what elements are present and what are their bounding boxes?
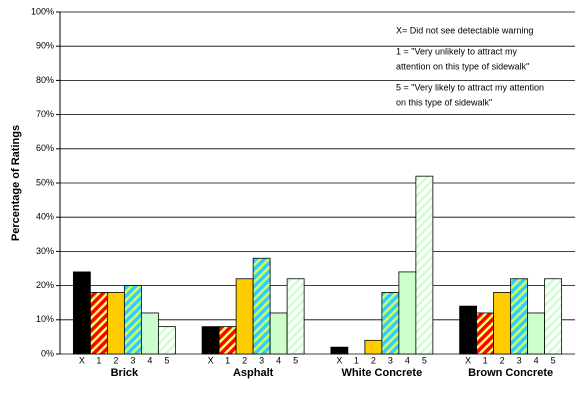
bar bbox=[269, 312, 288, 355]
bar bbox=[476, 312, 495, 355]
bar bbox=[72, 271, 91, 355]
annotation: attention on this type of sidewalk" bbox=[396, 61, 529, 71]
series-label: 1 bbox=[354, 355, 359, 365]
bar bbox=[106, 292, 125, 355]
bar bbox=[330, 346, 349, 355]
series-label: X bbox=[79, 355, 85, 365]
y-tick-label: 0% bbox=[41, 348, 54, 358]
y-tick-label: 70% bbox=[36, 109, 54, 119]
bar bbox=[235, 278, 254, 355]
series-label: 5 bbox=[293, 355, 298, 365]
bar bbox=[218, 326, 237, 355]
bar bbox=[510, 278, 529, 355]
series-label: 2 bbox=[371, 355, 376, 365]
x-tick-label: Brown Concrete bbox=[468, 367, 553, 379]
series-label: 4 bbox=[147, 355, 152, 365]
series-label: X bbox=[336, 355, 342, 365]
y-tick-label: 30% bbox=[36, 246, 54, 256]
annotation: 1 = "Very unlikely to attract my bbox=[396, 46, 517, 56]
series-label: 1 bbox=[225, 355, 230, 365]
bar bbox=[364, 339, 383, 355]
y-tick-label: 80% bbox=[36, 75, 54, 85]
bar bbox=[493, 292, 512, 355]
series-label: 5 bbox=[422, 355, 427, 365]
series-label: X bbox=[465, 355, 471, 365]
x-tick-label: Asphalt bbox=[233, 367, 274, 379]
series-label: 3 bbox=[388, 355, 393, 365]
bar bbox=[252, 257, 271, 355]
x-tick-label: Brick bbox=[111, 367, 139, 379]
y-tick-label: 20% bbox=[36, 280, 54, 290]
annotation: X= Did not see detectable warning bbox=[396, 25, 533, 35]
bar bbox=[157, 326, 176, 355]
series-label: 5 bbox=[551, 355, 556, 365]
bar bbox=[286, 278, 305, 355]
y-tick-label: 100% bbox=[31, 6, 54, 16]
series-label: 4 bbox=[405, 355, 410, 365]
series-label: 3 bbox=[130, 355, 135, 365]
bar bbox=[415, 175, 434, 355]
y-tick-label: 90% bbox=[36, 41, 54, 51]
bar bbox=[381, 292, 400, 355]
y-tick-label: 60% bbox=[36, 143, 54, 153]
series-label: 2 bbox=[113, 355, 118, 365]
series-label: 3 bbox=[517, 355, 522, 365]
series-label: 5 bbox=[164, 355, 169, 365]
y-axis-label: Percentage of Ratings bbox=[10, 125, 22, 241]
bar bbox=[201, 326, 220, 355]
bar bbox=[123, 285, 142, 355]
series-label: 4 bbox=[534, 355, 539, 365]
series-label: 2 bbox=[242, 355, 247, 365]
bar bbox=[89, 292, 108, 355]
series-label: X bbox=[208, 355, 214, 365]
series-label: 2 bbox=[500, 355, 505, 365]
y-tick-label: 40% bbox=[36, 212, 54, 222]
y-tick-label: 50% bbox=[36, 177, 54, 187]
bar bbox=[140, 312, 159, 355]
series-label: 1 bbox=[483, 355, 488, 365]
bar bbox=[527, 312, 546, 355]
bar bbox=[459, 305, 478, 355]
bar bbox=[544, 278, 563, 355]
series-label: 4 bbox=[276, 355, 281, 365]
series-label: 1 bbox=[96, 355, 101, 365]
series-label: 3 bbox=[259, 355, 264, 365]
annotation: on this type of sidewalk" bbox=[396, 97, 492, 107]
x-tick-label: White Concrete bbox=[342, 367, 423, 379]
y-tick-label: 10% bbox=[36, 314, 54, 324]
annotation: 5 = "Very likely to attract my attention bbox=[396, 82, 544, 92]
bar bbox=[398, 271, 417, 355]
